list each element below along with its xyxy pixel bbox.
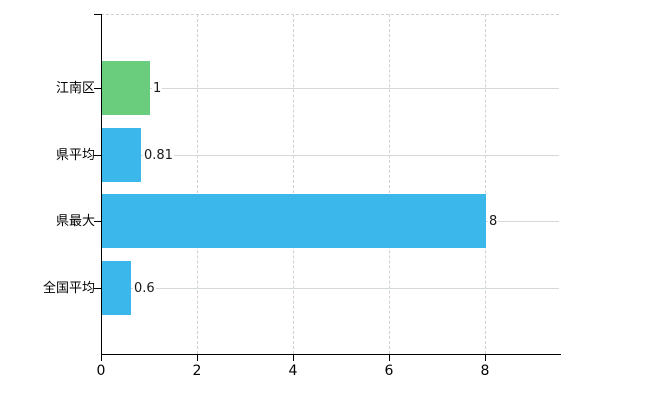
x-axis-tick <box>197 355 198 361</box>
value-label: 0.81 <box>143 148 174 163</box>
plot-top-border <box>101 14 559 15</box>
bar <box>102 61 150 115</box>
x-tick-label: 2 <box>192 363 202 379</box>
x-tick-label: 4 <box>288 363 298 379</box>
y-axis-tick <box>94 221 101 222</box>
value-label: 0.6 <box>133 281 156 296</box>
x-axis-line <box>101 354 561 355</box>
horizontal-gridline <box>102 88 559 89</box>
y-axis-top-tick <box>94 14 101 15</box>
horizontal-gridline <box>102 288 559 289</box>
y-axis-line <box>101 14 102 355</box>
category-label: 県最大 <box>55 214 95 229</box>
x-axis-tick <box>101 355 102 361</box>
x-tick-label: 8 <box>480 363 490 379</box>
x-axis-tick <box>389 355 390 361</box>
y-axis-tick <box>94 288 101 289</box>
vertical-gridline <box>485 14 486 354</box>
value-label: 1 <box>152 81 163 96</box>
category-label: 江南区 <box>55 81 95 96</box>
vertical-gridline <box>389 14 390 354</box>
x-tick-label: 6 <box>384 363 394 379</box>
bar <box>102 194 486 248</box>
vertical-gridline <box>293 14 294 354</box>
y-axis-tick <box>94 88 101 89</box>
x-axis-tick <box>485 355 486 361</box>
category-label: 県平均 <box>55 148 95 163</box>
x-tick-label: 0 <box>96 363 106 379</box>
x-axis-tick <box>293 355 294 361</box>
horizontal-gridline <box>102 155 559 156</box>
bar <box>102 261 131 315</box>
category-label: 全国平均 <box>42 281 95 296</box>
value-label: 8 <box>488 214 499 229</box>
vertical-gridline <box>197 14 198 354</box>
y-axis-tick <box>94 155 101 156</box>
bar <box>102 128 141 182</box>
